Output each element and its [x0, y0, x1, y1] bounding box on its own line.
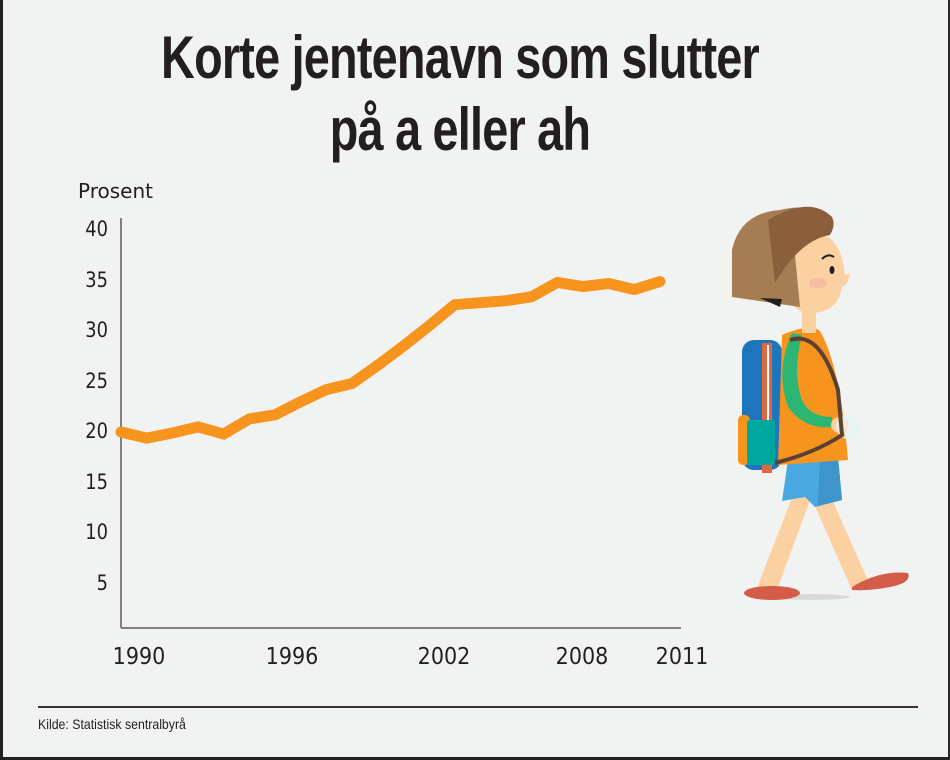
y-tick-label: 5 [96, 570, 108, 595]
x-tick-label: 1990 [112, 644, 166, 670]
y-tick-label: 35 [85, 267, 108, 292]
x-tick-label: 2008 [555, 644, 609, 670]
y-tick-label: 10 [85, 520, 108, 544]
x-tick-label: 2002 [417, 644, 471, 670]
y-axis-label: Prosent [78, 179, 153, 203]
chart-title: Korte jentenavn som slutter på a eller a… [101, 22, 819, 166]
y-tick-label: 20 [85, 419, 108, 443]
x-tick-label: 1996 [265, 644, 319, 670]
footer-divider [38, 706, 918, 708]
y-tick-label: 15 [85, 469, 108, 494]
source-note: Kilde: Statistisk sentralbyrå [38, 716, 186, 732]
title-line-1: Korte jentenavn som slutter [161, 24, 760, 91]
series-line [115, 276, 666, 444]
y-tick-label: 30 [85, 318, 108, 342]
y-tick-label: 25 [85, 368, 108, 393]
y-tick-label: 40 [85, 217, 108, 241]
title-line-2: på a eller ah [329, 96, 591, 163]
x-tick-label: 2011 [655, 644, 709, 670]
schoolgirl-illustration [732, 206, 909, 600]
